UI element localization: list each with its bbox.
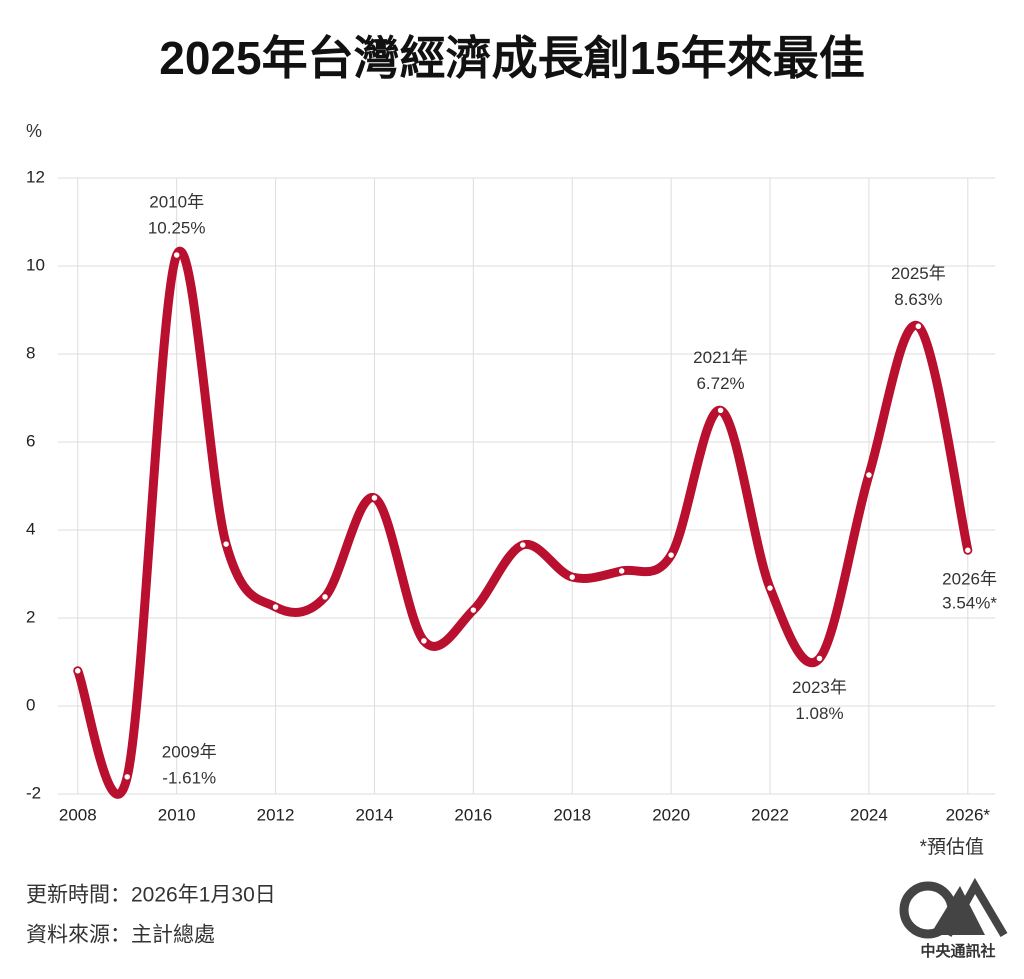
- y-tick-label: 2: [26, 607, 35, 626]
- point: [914, 322, 923, 331]
- publisher: 中央通訊社: [920, 942, 995, 960]
- point: [73, 666, 83, 676]
- x-tick-label: 2022: [751, 805, 789, 824]
- value-label: 1.08%: [795, 704, 843, 723]
- point: [419, 636, 429, 646]
- value-label: 8.63%: [894, 290, 942, 309]
- year-label: 2025年: [891, 264, 946, 283]
- source: 資料來源：主計總處: [26, 924, 215, 947]
- point: [469, 605, 478, 615]
- year-label: 2021年: [693, 348, 748, 367]
- footnote: *預估值: [920, 836, 984, 858]
- point: [716, 406, 725, 415]
- y-tick-label: 0: [26, 695, 35, 714]
- point: [864, 470, 874, 480]
- x-tick-label: 2026*: [946, 805, 991, 824]
- year-label: 2009年: [162, 742, 217, 761]
- y-tick-label: -2: [26, 783, 41, 802]
- point: [271, 602, 280, 612]
- point: [765, 583, 775, 593]
- value-label: 10.25%: [148, 218, 206, 237]
- y-tick-label: 10: [26, 255, 45, 274]
- x-tick-label: 2008: [59, 805, 97, 824]
- year-label: 2026年: [942, 570, 997, 589]
- x-tick-label: 2024: [850, 805, 888, 824]
- y-tick-label: 12: [26, 167, 45, 186]
- x-tick-label: 2012: [257, 805, 295, 824]
- point: [172, 250, 181, 260]
- x-tick-label: 2014: [356, 805, 394, 824]
- y-tick-label: 6: [26, 431, 35, 450]
- x-tick-label: 2010: [158, 805, 196, 824]
- year-label: 2010年: [149, 192, 204, 211]
- y-tick-label: 4: [26, 519, 35, 538]
- point: [666, 550, 676, 560]
- value-label: 6.72%: [696, 374, 744, 393]
- value-label: 3.54%*: [942, 594, 997, 613]
- point: [370, 493, 379, 503]
- point: [617, 566, 626, 576]
- point: [518, 540, 528, 550]
- point: [815, 654, 824, 663]
- year-label: 2023年: [792, 678, 847, 697]
- point: [320, 592, 330, 602]
- point: [221, 539, 231, 549]
- point: [122, 772, 132, 782]
- chart-title: 2025年台灣經濟成長創15年來最佳: [159, 32, 865, 84]
- point: [963, 545, 973, 555]
- y-tick-label: 8: [26, 343, 35, 362]
- updated: 更新時間：2026年1月30日: [26, 884, 276, 907]
- value-label: -1.61%: [162, 768, 216, 787]
- point: [567, 572, 577, 582]
- x-tick-label: 2016: [454, 805, 492, 824]
- logo: [899, 877, 1008, 939]
- x-tick-label: 2018: [553, 805, 591, 824]
- y-unit: %: [26, 121, 42, 141]
- x-tick-label: 2020: [652, 805, 690, 824]
